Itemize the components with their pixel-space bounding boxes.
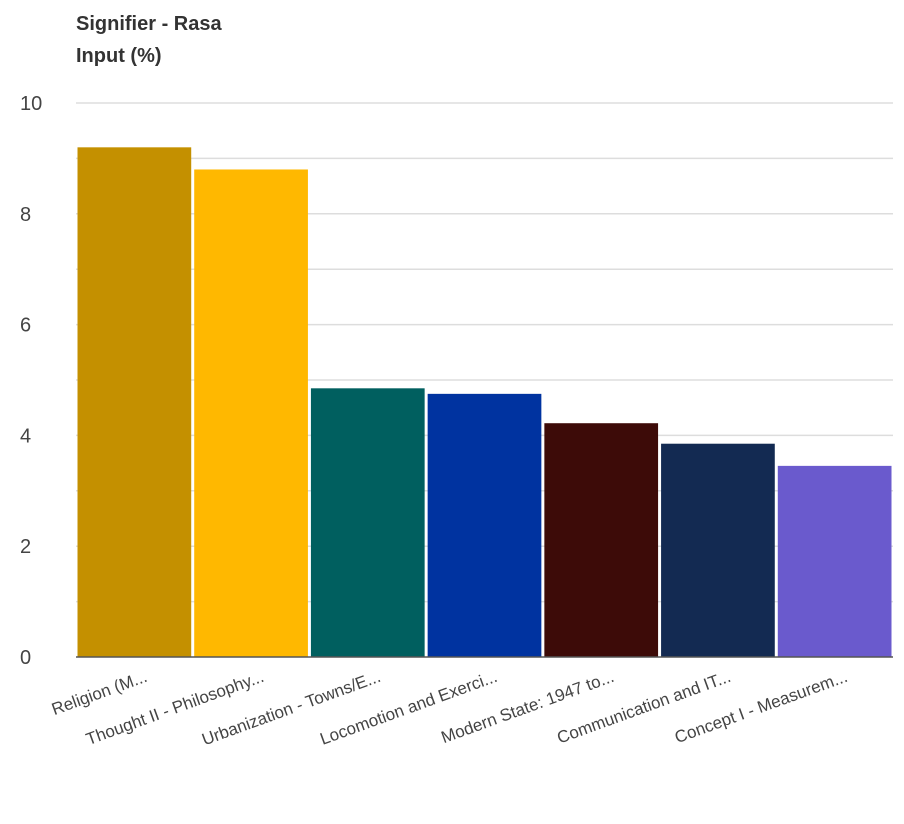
bar[interactable] <box>310 388 425 657</box>
chart-title: Signifier - Rasa Input (%) <box>76 13 222 67</box>
bar[interactable] <box>777 465 892 657</box>
x-axis-category-labels: Religion (M...Thought II - Philosophy...… <box>49 667 850 749</box>
chart-title-line-2: Input (%) <box>76 45 162 67</box>
bar[interactable] <box>544 423 659 657</box>
bars <box>77 147 892 658</box>
chart-title-line-1: Signifier - Rasa <box>76 13 222 35</box>
y-tick-label: 6 <box>20 315 31 337</box>
y-tick-label: 4 <box>20 425 31 447</box>
y-tick-label: 0 <box>20 647 31 669</box>
bar[interactable] <box>194 169 308 658</box>
x-category-label: Religion (M... <box>49 667 150 719</box>
y-tick-label: 2 <box>20 536 31 558</box>
bar[interactable] <box>77 147 192 657</box>
y-tick-label: 8 <box>20 204 31 226</box>
y-tick-label: 10 <box>20 93 42 115</box>
y-axis-tick-labels: 0 2 4 6 8 10 <box>20 93 42 669</box>
bar[interactable] <box>661 443 775 657</box>
bar[interactable] <box>427 393 542 657</box>
